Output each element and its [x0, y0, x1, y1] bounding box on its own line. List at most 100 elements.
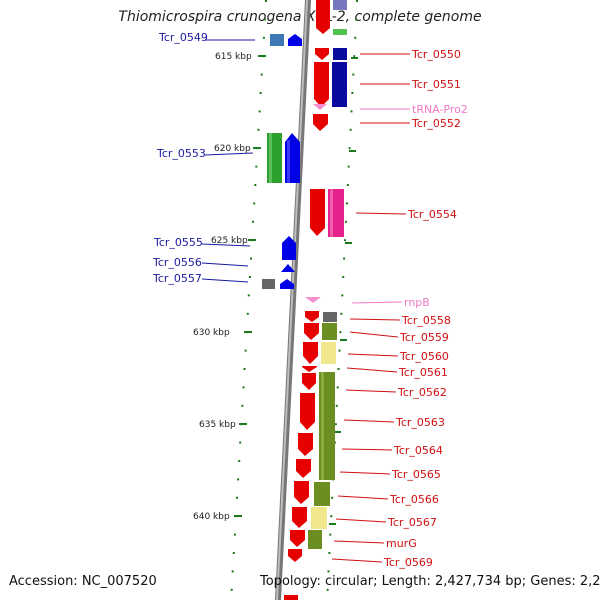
- gene-arrow-tcr0559: [304, 323, 319, 340]
- tick-dot: [337, 368, 340, 370]
- tick-dot: [238, 460, 241, 462]
- tick-dot: [236, 496, 238, 499]
- tick-dot: [352, 73, 355, 76]
- tick-dot: [344, 239, 346, 242]
- tick-dot: [250, 257, 252, 260]
- tick-dot: [342, 276, 345, 278]
- tick-dot: [255, 165, 258, 168]
- tick-dot: [326, 588, 329, 591]
- gene-label-trnapro2[interactable]: tRNA-Pro2: [412, 103, 468, 116]
- accession-text: Accession: NC_007520: [9, 574, 157, 589]
- tick-dot: [243, 368, 246, 370]
- tick-dot: [248, 276, 251, 278]
- gene-label-tcr0566[interactable]: Tcr_0566: [389, 493, 439, 506]
- tick-dot: [262, 36, 265, 39]
- gene-arrow-tcr0557: [280, 279, 294, 289]
- tick-dot: [349, 128, 352, 131]
- tick-dot: [328, 552, 331, 554]
- tick-dot: [253, 202, 256, 205]
- tick-dot: [252, 220, 255, 223]
- reverse-genes: [262, 34, 302, 289]
- tick-dot: [347, 165, 350, 168]
- gene-label-tcr0550[interactable]: Tcr_0550: [411, 48, 461, 61]
- gene-label-tcr0552[interactable]: Tcr_0552: [411, 117, 461, 130]
- gene-arrow-tcr0560: [303, 342, 318, 364]
- tick-dot: [257, 128, 260, 131]
- gene-arrow-tcr0562: [302, 373, 316, 390]
- label-leaders: [201, 39, 410, 563]
- tick-dot: [334, 423, 337, 426]
- tick-dot: [345, 220, 347, 223]
- tick-dot: [259, 92, 262, 94]
- kbp-label-635: 635 kbp: [199, 420, 236, 430]
- gene-arrow-tcr0566: [294, 481, 309, 504]
- gene-label-murg[interactable]: murG: [386, 537, 417, 550]
- tick-dot: [327, 570, 330, 573]
- gene-arrow-tcr0556: [281, 264, 295, 272]
- tick-dot: [354, 36, 357, 39]
- tick-dot: [346, 184, 349, 186]
- gene-label-tcr0562[interactable]: Tcr_0562: [397, 386, 447, 399]
- gene-arrow-tcr0558: [305, 311, 319, 322]
- gene-feature-tcr0567-b: [311, 507, 327, 529]
- tick-dot: [258, 110, 261, 113]
- gene-label-tcr0563[interactable]: Tcr_0563: [395, 416, 445, 429]
- gene-label-tcr0560[interactable]: Tcr_0560: [399, 350, 449, 363]
- kbp-label-625: 625 kbp: [211, 236, 248, 246]
- gene-feature-tcr0558-b: [323, 312, 337, 322]
- gene-arrow-tcr0550: [315, 48, 329, 60]
- tick-dot: [340, 312, 343, 315]
- forward-genes: [284, 0, 347, 600]
- left-tick-dots: [230, 0, 267, 591]
- left-gene-labels: Tcr_0549 Tcr_0553 Tcr_0555 Tcr_0556 Tcr_…: [152, 31, 208, 285]
- tick-dot: [247, 294, 250, 297]
- rna-arrow-trnapro2: [313, 104, 327, 110]
- gene-arrow-tcr0561: [302, 366, 317, 372]
- tick-dot: [345, 202, 348, 205]
- gene-label-tcr0551[interactable]: Tcr_0551: [411, 78, 461, 91]
- gene-label-tcr0555[interactable]: Tcr_0555: [153, 236, 203, 249]
- tick-dot: [331, 496, 334, 499]
- rna-arrow-rnpb: [305, 297, 321, 303]
- kbp-scale: 615 kbp 620 kbp 625 kbp 630 kbp 635 kbp …: [193, 52, 358, 525]
- gene-label-tcr0564[interactable]: Tcr_0564: [393, 444, 443, 457]
- gene-arrow-tcr0565: [296, 459, 311, 478]
- tick-dot: [330, 515, 333, 518]
- tick-dot: [254, 184, 257, 186]
- tick-dot: [355, 18, 358, 21]
- kbp-label-615: 615 kbp: [215, 52, 252, 62]
- gene-label-tcr0558[interactable]: Tcr_0558: [401, 314, 451, 327]
- tick-dot: [246, 312, 249, 315]
- gene-label-tcr0569[interactable]: Tcr_0569: [383, 556, 433, 569]
- tick-dot: [230, 588, 233, 591]
- gene-label-tcr0553[interactable]: Tcr_0553: [156, 147, 206, 160]
- tick-dot: [265, 0, 267, 2]
- gene-label-tcr0549[interactable]: Tcr_0549: [158, 31, 208, 44]
- tick-dot: [336, 386, 339, 389]
- gene-label-tcr0554[interactable]: Tcr_0554: [407, 208, 457, 221]
- gene-arrow-tcr0564: [298, 433, 313, 456]
- gene-label-tcr0557[interactable]: Tcr_0557: [152, 272, 202, 285]
- tick-dot: [239, 441, 242, 444]
- tick-dot: [241, 404, 244, 407]
- gene-arrow-tcr0567: [292, 507, 307, 528]
- tick-dot: [343, 257, 346, 260]
- gene-label-rnpb[interactable]: rnpB: [404, 296, 430, 309]
- gene-feature-tcr0551-b: [332, 62, 347, 107]
- gene-feature-tcr0550-b: [333, 48, 347, 60]
- tick-dot: [338, 349, 341, 352]
- gene-label-tcr0559[interactable]: Tcr_0559: [399, 331, 449, 344]
- tick-dot: [341, 294, 344, 297]
- gene-arrow-tcr0554: [310, 189, 325, 236]
- tick-dot: [263, 18, 266, 21]
- gene-label-tcr0567[interactable]: Tcr_0567: [387, 516, 437, 529]
- tick-dot: [353, 55, 356, 58]
- tick-dot: [233, 533, 236, 536]
- gene-label-tcr0556[interactable]: Tcr_0556: [152, 256, 202, 269]
- gene-label-tcr0561[interactable]: Tcr_0561: [398, 366, 448, 379]
- gene-arrow-tcr0563: [300, 393, 315, 430]
- topology-text: Topology: circular; Length: 2,427,734 bp…: [260, 574, 600, 589]
- gene-feature-murg-b: [308, 530, 322, 549]
- gene-label-tcr0565[interactable]: Tcr_0565: [391, 468, 441, 481]
